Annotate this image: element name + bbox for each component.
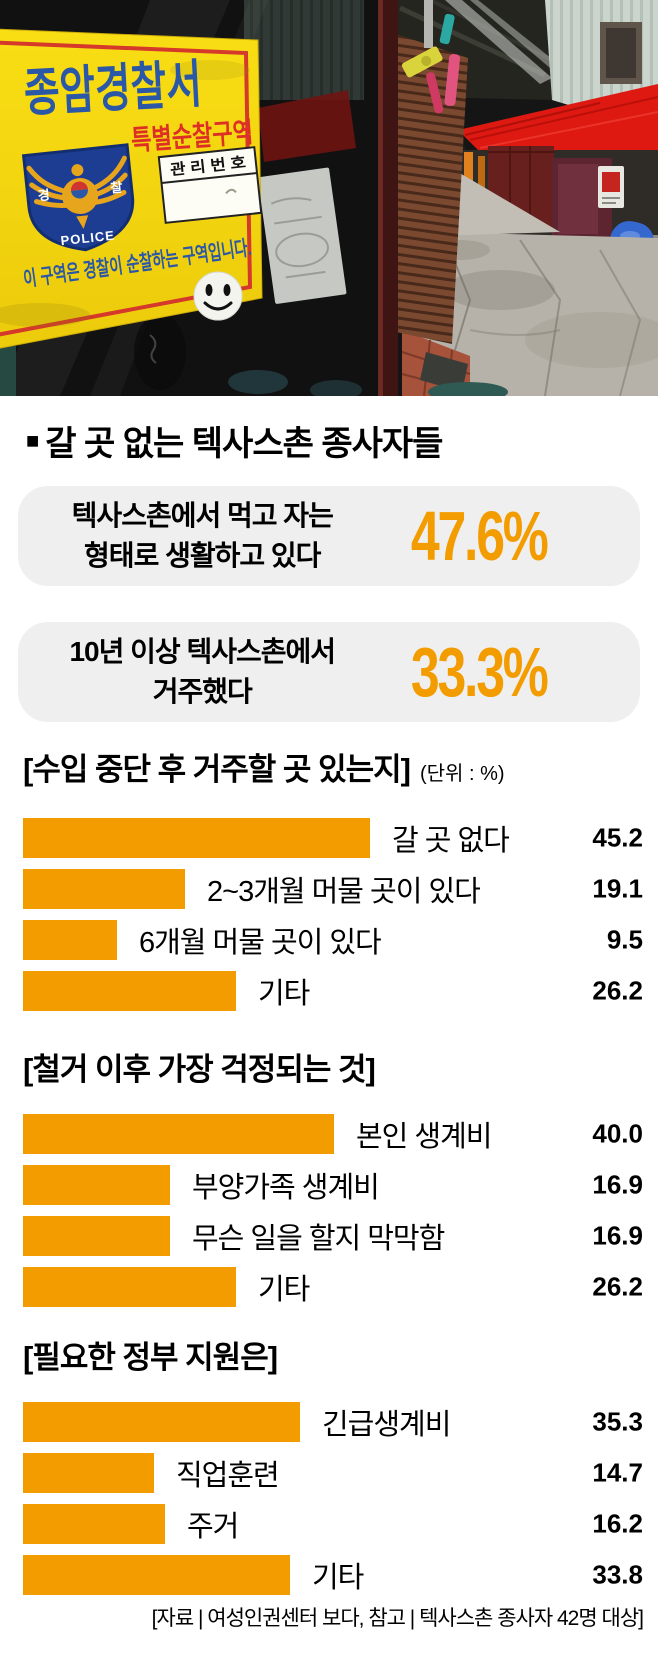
chart-rows: 긴급생계비 35.3 직업훈련 14.7 주거 16.2 기타 33.8 (23, 1402, 643, 1595)
bar (23, 1165, 170, 1205)
chart-worries-after-demolition: [철거 이후 가장 걱정되는 것] 본인 생계비 40.0 부양가족 생계비 16.9… (23, 1050, 643, 1318)
police-sign: 종암경찰서 특별순찰구역 경 찰 POLICE 관 리 번 호 (0, 28, 263, 349)
stat-box-line2: 거주했다 (152, 676, 253, 707)
stat-box-living: 텍사스촌에서 먹고 자는 형태로 생활하고 있다 47.6% (18, 486, 640, 586)
chart-row: 긴급생계비 35.3 (23, 1402, 643, 1442)
stat-box-line1: 10년 이상 텍사스촌에서 (69, 636, 336, 667)
chart-rows: 갈 곳 없다 45.2 2~3개월 머물 곳이 있다 19.1 6개월 머물 곳이 있다… (23, 818, 643, 1011)
stat-box-value: 47.6% (410, 497, 548, 575)
sign-title-text: 종암경찰서 (23, 56, 204, 123)
chart-row: 기타 33.8 (23, 1555, 643, 1595)
chart-row: 기타 26.2 (23, 1267, 643, 1307)
stat-box-line1: 텍사스촌에서 먹고 자는 (71, 500, 334, 531)
bar (23, 920, 117, 960)
management-number-box: 관 리 번 호 (157, 146, 263, 224)
emblem-left-char: 경 (37, 187, 50, 203)
chart-row: 무슨 일을 할지 막막함 16.9 (23, 1216, 643, 1256)
bar-value: 35.3 (592, 1406, 643, 1437)
photo-illustration: 종암경찰서 특별순찰구역 경 찰 POLICE 관 리 번 호 (0, 0, 658, 402)
bar-label: 직업훈련 (176, 1460, 280, 1492)
smiley-sticker (193, 271, 243, 321)
alley-scene (380, 0, 658, 402)
bar (23, 1114, 334, 1154)
headline: ■ 갈 곳 없는 텍사스촌 종사자들 (26, 416, 443, 465)
metal-pole (424, 0, 433, 48)
chart-title-text: [철거 이후 가장 걱정되는 것] (23, 1052, 376, 1087)
bar (23, 818, 370, 858)
bar (23, 1555, 290, 1595)
pink-clothespin (444, 54, 461, 107)
stat-box-text: 10년 이상 텍사스촌에서 거주했다 (18, 632, 387, 712)
chart-row: 본인 생계비 40.0 (23, 1114, 643, 1154)
stat-box-line2: 형태로 생활하고 있다 (84, 540, 321, 571)
bar-label: 본인 생계비 (356, 1121, 492, 1153)
stat-box-value: 33.3% (410, 633, 548, 711)
chart-housing-after-income-stop: [수입 중단 후 거주할 곳 있는지] (단위 : %) 갈 곳 없다 45.2 2~… (23, 750, 643, 1022)
bar-label: 긴급생계비 (322, 1409, 451, 1441)
bar-value: 16.9 (592, 1169, 643, 1200)
bar-label: 6개월 머물 곳이 있다 (139, 927, 382, 959)
crimson-clothespin (426, 72, 444, 114)
chart-row: 기타 26.2 (23, 971, 643, 1011)
police-emblem: 경 찰 POLICE (21, 143, 135, 252)
bar (23, 971, 236, 1011)
stat-box-text: 텍사스촌에서 먹고 자는 형태로 생활하고 있다 (18, 496, 387, 576)
chart-row: 부양가족 생계비 16.9 (23, 1165, 643, 1205)
chart-row: 주거 16.2 (23, 1504, 643, 1544)
bar (23, 1216, 170, 1256)
bar-value: 40.0 (592, 1118, 643, 1149)
chart-title-text: [필요한 정부 지원은] (23, 1340, 278, 1375)
bar-value: 33.8 (592, 1559, 643, 1590)
source-credit: [자료 | 여성인권센터 보다, 참고 | 텍사스촌 종사자 42명 대상] (151, 1607, 644, 1630)
headline-bullet-icon: ■ (26, 427, 39, 453)
chart-row: 6개월 머물 곳이 있다 9.5 (23, 920, 643, 960)
chart-needed-government-support: [필요한 정부 지원은] 긴급생계비 35.3 직업훈련 14.7 주거 16.2 기타 33… (23, 1338, 643, 1606)
awning-reflection (258, 90, 356, 162)
chart-row: 직업훈련 14.7 (23, 1453, 643, 1493)
bar (23, 1504, 165, 1544)
chart-unit-note: (단위 : %) (419, 763, 505, 785)
bar (23, 1402, 300, 1442)
bar (23, 869, 185, 909)
chart-row: 2~3개월 머물 곳이 있다 19.1 (23, 869, 643, 909)
bar-label: 기타 (258, 1274, 310, 1306)
emblem-right-char: 찰 (110, 180, 124, 196)
stat-box-residence: 10년 이상 텍사스촌에서 거주했다 33.3% (18, 622, 640, 722)
bar (23, 1453, 154, 1493)
emblem-police-text: POLICE (60, 228, 116, 249)
rust-shutter (396, 34, 468, 344)
teal-clothespin (439, 13, 455, 45)
bar-label: 갈 곳 없다 (392, 825, 510, 857)
yellow-clothespin (401, 46, 443, 78)
chart-title: [수입 중단 후 거주할 곳 있는지] (단위 : %) (23, 750, 643, 794)
photo-police-sign-alley: 종암경찰서 특별순찰구역 경 찰 POLICE 관 리 번 호 (0, 0, 658, 402)
bar-value: 26.2 (592, 975, 643, 1006)
bar-value: 19.1 (592, 873, 643, 904)
bar-label: 기타 (258, 978, 310, 1010)
bar-value: 45.2 (592, 822, 643, 853)
bar-value: 16.9 (592, 1220, 643, 1251)
chart-title: [필요한 정부 지원은] (23, 1338, 643, 1378)
bar-value: 16.2 (592, 1508, 643, 1539)
chart-rows: 본인 생계비 40.0 부양가족 생계비 16.9 무슨 일을 할지 막막함 16.9 기타… (23, 1114, 643, 1307)
poster-reflection (257, 167, 347, 304)
bar (23, 1267, 236, 1307)
bar-value: 14.7 (592, 1457, 643, 1488)
chart-row: 갈 곳 없다 45.2 (23, 818, 643, 858)
bar-label: 2~3개월 머물 곳이 있다 (207, 876, 481, 908)
bar-label: 부양가족 생계비 (192, 1172, 380, 1204)
chart-title-text: [수입 중단 후 거주할 곳 있는지] (23, 752, 411, 787)
seat-reflection (228, 370, 288, 394)
headline-text: 갈 곳 없는 텍사스촌 종사자들 (45, 425, 443, 463)
bar-label: 기타 (312, 1562, 364, 1594)
chart-title: [철거 이후 가장 걱정되는 것] (23, 1050, 643, 1090)
bar-label: 주거 (187, 1511, 239, 1543)
bar-label: 무슨 일을 할지 막막함 (192, 1223, 445, 1255)
bar-value: 26.2 (592, 1271, 643, 1302)
bar-value: 9.5 (606, 924, 643, 955)
